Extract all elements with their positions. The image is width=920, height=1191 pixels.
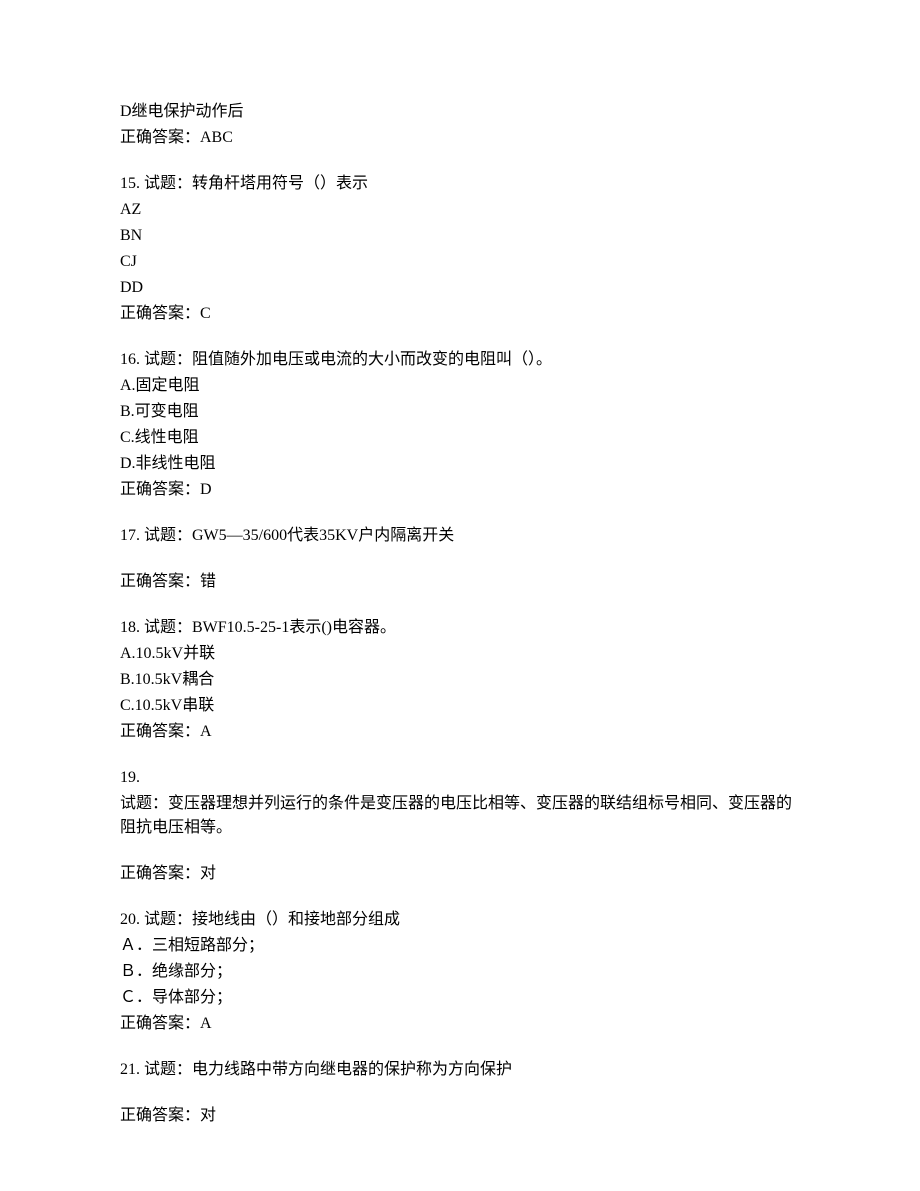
q18-option-a: A.10.5kV并联 (120, 642, 800, 666)
q15-stem: 15. 试题：转角杆塔用符号（）表示 (120, 172, 800, 196)
q20-option-b: Ｂ．绝缘部分； (120, 960, 800, 984)
q19-stem-prefix: 19. (120, 766, 800, 790)
q20-option-a: Ａ．三相短路部分； (120, 934, 800, 958)
q16-option-d: D.非线性电阻 (120, 452, 800, 476)
q16-option-a: A.固定电阻 (120, 374, 800, 398)
orphan-answer: 正确答案：ABC (120, 126, 800, 150)
q18-option-b: B.10.5kV耦合 (120, 668, 800, 692)
q20-option-c: Ｃ．导体部分； (120, 986, 800, 1010)
q17-answer: 正确答案：错 (120, 570, 800, 594)
q15-answer: 正确答案：C (120, 302, 800, 326)
q15-option-b: BN (120, 224, 800, 248)
q15-option-d: DD (120, 276, 800, 300)
q18-option-c: C.10.5kV串联 (120, 694, 800, 718)
q15-option-c: CJ (120, 250, 800, 274)
q20-stem: 20. 试题：接地线由（）和接地部分组成 (120, 908, 800, 932)
document-content: D继电保护动作后 正确答案：ABC 15. 试题：转角杆塔用符号（）表示 AZ … (120, 100, 800, 1128)
q20-answer: 正确答案：A (120, 1012, 800, 1036)
q16-option-b: B.可变电阻 (120, 400, 800, 424)
q16-stem: 16. 试题：阻值随外加电压或电流的大小而改变的电阻叫（）。 (120, 348, 800, 372)
orphan-option-d: D继电保护动作后 (120, 100, 800, 124)
q19-stem: 试题：变压器理想并列运行的条件是变压器的电压比相等、变压器的联结组标号相同、变压… (120, 792, 800, 840)
q15-option-a: AZ (120, 198, 800, 222)
q19-answer: 正确答案：对 (120, 862, 800, 886)
q16-answer: 正确答案：D (120, 478, 800, 502)
q18-answer: 正确答案：A (120, 720, 800, 744)
q16-option-c: C.线性电阻 (120, 426, 800, 450)
q17-stem: 17. 试题：GW5—35/600代表35KV户内隔离开关 (120, 524, 800, 548)
q18-stem: 18. 试题：BWF10.5-25-1表示()电容器。 (120, 616, 800, 640)
q21-answer: 正确答案：对 (120, 1104, 800, 1128)
q21-stem: 21. 试题：电力线路中带方向继电器的保护称为方向保护 (120, 1058, 800, 1082)
